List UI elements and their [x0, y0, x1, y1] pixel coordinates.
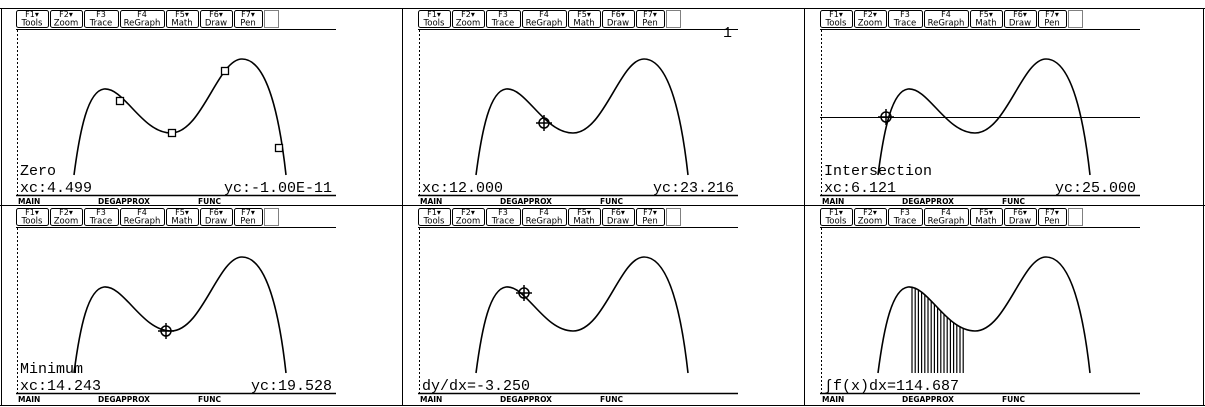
xc-readout: xc:12.000 — [422, 180, 503, 197]
tab-label: Math — [975, 217, 996, 227]
tab-label: Zoom — [54, 217, 79, 227]
tab-label: Pen — [240, 19, 255, 29]
calculator-screen: F1▾ToolsF2▾ZoomF3TraceF4ReGraphF5▾MathF6… — [418, 208, 738, 404]
readout: ∫f(x)dx=114.687 — [824, 378, 959, 395]
tab-label: Tools — [825, 19, 848, 29]
tab-label: Pen — [1044, 19, 1059, 29]
tab-label: ReGraph — [526, 19, 563, 29]
toolbar-icon — [667, 11, 681, 28]
calculator-screen: F1▾ToolsF2▾ZoomF3TraceF4ReGraphF5▾MathF6… — [16, 10, 336, 206]
tab-label: ReGraph — [928, 19, 965, 29]
yc-readout: yc:-1.00E-11 — [224, 180, 332, 197]
tab-label: Draw — [205, 19, 227, 29]
graph-curve — [878, 257, 1090, 373]
status-item: DEGAPPROX — [902, 395, 954, 404]
yc-readout: yc:25.000 — [1055, 180, 1136, 197]
table-borders — [0, 8, 1205, 406]
status-item: DEGAPPROX — [500, 197, 552, 206]
calculator-screen: F1▾ToolsF2▾ZoomF3TraceF4ReGraphF5▾MathF6… — [418, 10, 738, 206]
tab-label: Draw — [205, 217, 227, 227]
calculator-screen: F1▾ToolsF2▾ZoomF3TraceF4ReGraphF5▾MathF6… — [820, 208, 1140, 404]
tab-label: ReGraph — [124, 19, 161, 29]
tab-label: Zoom — [858, 19, 883, 29]
toolbar-icon — [265, 209, 279, 226]
tab-label: Draw — [1009, 217, 1031, 227]
tab-label: Math — [171, 19, 192, 29]
xc-readout: xc:6.121 — [824, 180, 896, 197]
tab-label: Trace — [491, 217, 515, 227]
calculator-screen: F1▾ToolsF2▾ZoomF3TraceF4ReGraphF5▾MathF6… — [16, 208, 336, 404]
tab-label: Trace — [893, 19, 917, 29]
tab-label: Tools — [21, 217, 44, 227]
yc-readout: yc:19.528 — [251, 378, 332, 395]
screenshot: F1▾ToolsF2▾ZoomF3TraceF4ReGraphF5▾MathF6… — [0, 0, 1205, 407]
message: Intersection — [824, 163, 932, 180]
status-item: FUNC — [198, 197, 221, 206]
tab-label: Math — [975, 19, 996, 29]
toolbar-icon — [1069, 11, 1083, 28]
tab-label: Trace — [89, 19, 113, 29]
trace-box — [276, 145, 283, 152]
tab-label: Trace — [893, 217, 917, 227]
tab-label: Trace — [491, 19, 515, 29]
tab-label: Zoom — [858, 217, 883, 227]
tab-label: Pen — [642, 19, 657, 29]
status-item: DEGAPPROX — [902, 197, 954, 206]
readout: dy/dx=-3.250 — [422, 378, 530, 395]
toolbar-icon — [265, 11, 279, 28]
trace-box — [222, 68, 229, 75]
tab-label: Pen — [1044, 217, 1059, 227]
tab-label: Tools — [825, 217, 848, 227]
tab-label: ReGraph — [928, 217, 965, 227]
tab-label: Tools — [423, 19, 446, 29]
tab-label: Zoom — [456, 217, 481, 227]
tab-label: Draw — [607, 19, 629, 29]
graph-curve — [476, 59, 688, 175]
tab-label: Tools — [21, 19, 44, 29]
tab-label: Draw — [607, 217, 629, 227]
status-item: MAIN — [18, 197, 40, 206]
status-item: FUNC — [198, 395, 221, 404]
status-item: FUNC — [1002, 395, 1025, 404]
message: Minimum — [20, 361, 83, 378]
tab-label: ReGraph — [526, 217, 563, 227]
status-item: MAIN — [822, 197, 844, 206]
calculator-screen: F1▾ToolsF2▾ZoomF3TraceF4ReGraphF5▾MathF6… — [820, 10, 1140, 206]
tab-label: Math — [171, 217, 192, 227]
tab-label: Pen — [642, 217, 657, 227]
status-item: MAIN — [420, 395, 442, 404]
message: Zero — [20, 163, 56, 180]
toolbar-icon — [1069, 209, 1083, 226]
status-item: MAIN — [420, 197, 442, 206]
tab-label: Draw — [1009, 19, 1031, 29]
xc-readout: xc:4.499 — [20, 180, 92, 197]
tab-label: Zoom — [456, 19, 481, 29]
graph-curve — [74, 257, 286, 373]
corner-label: 1 — [723, 25, 732, 42]
trace-box — [117, 98, 124, 105]
graph-curve — [74, 59, 286, 175]
status-item: DEGAPPROX — [500, 395, 552, 404]
toolbar-icon — [667, 209, 681, 226]
status-item: DEGAPPROX — [98, 197, 150, 206]
tab-label: Trace — [89, 217, 113, 227]
trace-box — [169, 130, 176, 137]
xc-readout: xc:14.243 — [20, 378, 101, 395]
tab-label: Math — [573, 19, 594, 29]
tab-label: Math — [573, 217, 594, 227]
status-item: FUNC — [1002, 197, 1025, 206]
yc-readout: yc:23.216 — [653, 180, 734, 197]
status-item: MAIN — [18, 395, 40, 404]
tab-label: Pen — [240, 217, 255, 227]
status-item: FUNC — [600, 197, 623, 206]
status-item: FUNC — [600, 395, 623, 404]
tab-label: ReGraph — [124, 217, 161, 227]
tab-label: Tools — [423, 217, 446, 227]
shade-guide — [878, 257, 1090, 373]
status-item: MAIN — [822, 395, 844, 404]
tab-label: Zoom — [54, 19, 79, 29]
graph-curve — [476, 257, 688, 373]
status-item: DEGAPPROX — [98, 395, 150, 404]
